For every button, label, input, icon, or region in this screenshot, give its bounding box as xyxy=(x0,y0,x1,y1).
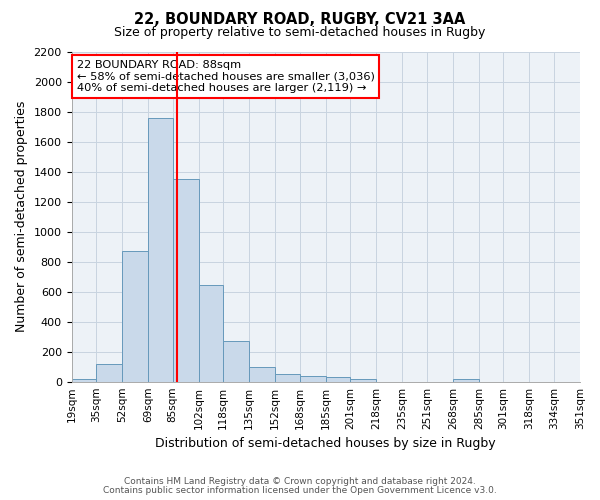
Bar xyxy=(122,251,148,382)
X-axis label: Distribution of semi-detached houses by size in Rugby: Distribution of semi-detached houses by … xyxy=(155,437,496,450)
Text: Size of property relative to semi-detached houses in Rugby: Size of property relative to semi-detach… xyxy=(115,26,485,39)
Bar xyxy=(96,364,122,382)
Text: 22 BOUNDARY ROAD: 88sqm
← 58% of semi-detached houses are smaller (3,036)
40% of: 22 BOUNDARY ROAD: 88sqm ← 58% of semi-de… xyxy=(77,60,374,93)
Bar xyxy=(300,376,326,382)
Text: 22, BOUNDARY ROAD, RUGBY, CV21 3AA: 22, BOUNDARY ROAD, RUGBY, CV21 3AA xyxy=(134,12,466,28)
Bar xyxy=(326,377,350,382)
Bar xyxy=(199,285,223,382)
Text: Contains public sector information licensed under the Open Government Licence v3: Contains public sector information licen… xyxy=(103,486,497,495)
Bar xyxy=(249,366,275,382)
Bar xyxy=(148,118,173,382)
Bar xyxy=(223,341,249,382)
Bar xyxy=(275,374,300,382)
Bar xyxy=(453,380,479,382)
Bar xyxy=(71,380,96,382)
Bar xyxy=(350,378,376,382)
Bar xyxy=(173,179,199,382)
Y-axis label: Number of semi-detached properties: Number of semi-detached properties xyxy=(15,101,28,332)
Text: Contains HM Land Registry data © Crown copyright and database right 2024.: Contains HM Land Registry data © Crown c… xyxy=(124,478,476,486)
